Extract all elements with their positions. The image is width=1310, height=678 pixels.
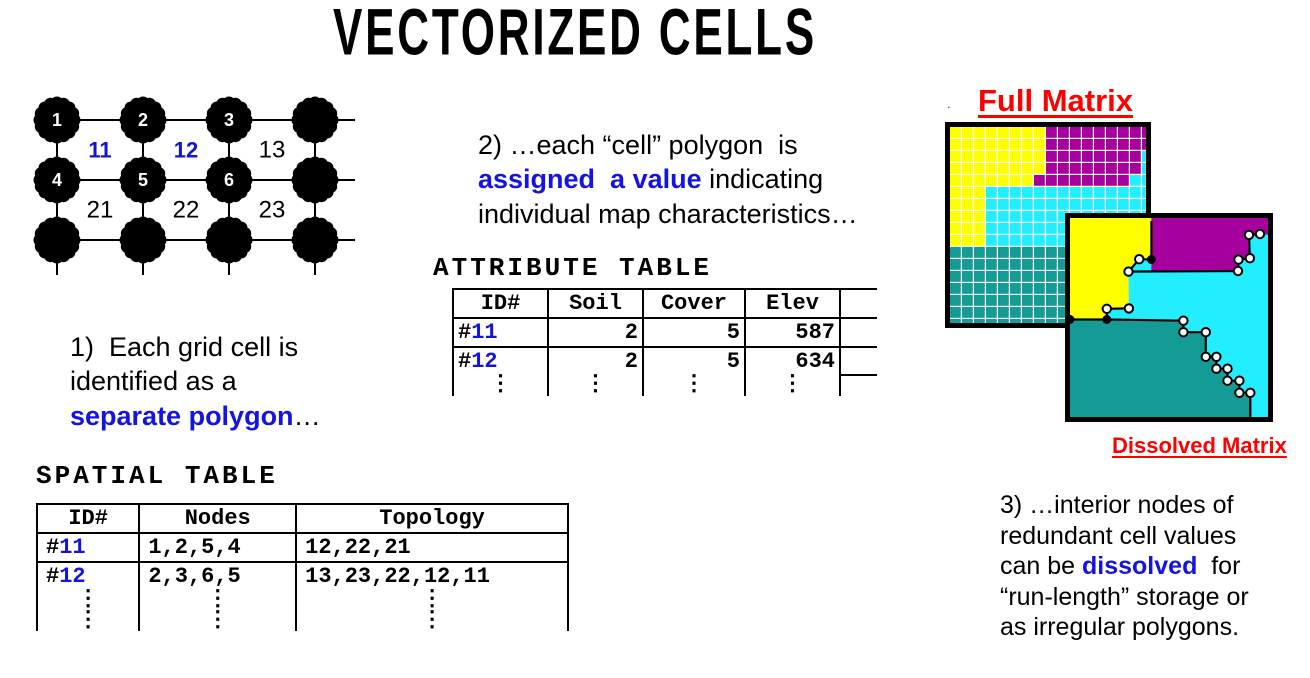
svg-text:13: 13 xyxy=(259,137,286,164)
svg-text:23: 23 xyxy=(259,197,286,224)
svg-text:22: 22 xyxy=(173,197,200,224)
svg-text:1: 1 xyxy=(52,110,62,130)
svg-text:2: 2 xyxy=(138,110,148,130)
svg-text:6: 6 xyxy=(224,170,234,190)
svg-text:3: 3 xyxy=(224,110,234,130)
svg-text:5: 5 xyxy=(138,170,148,190)
svg-text:12: 12 xyxy=(174,138,198,163)
svg-text:11: 11 xyxy=(88,138,111,163)
svg-text:4: 4 xyxy=(52,170,62,190)
svg-text:21: 21 xyxy=(87,197,114,224)
